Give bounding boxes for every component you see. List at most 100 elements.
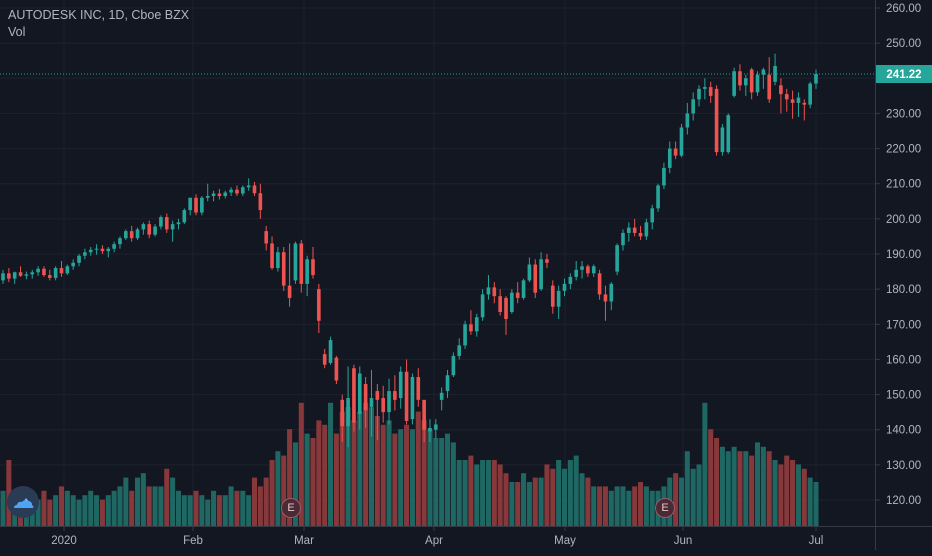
candle-body [685, 113, 690, 128]
volume-bar [696, 464, 702, 526]
candle-body [352, 368, 356, 423]
volume-label: Vol [8, 25, 26, 39]
candle-body [381, 398, 385, 413]
candle-body [129, 231, 134, 239]
volume-bar [714, 438, 720, 526]
volume-bar [333, 433, 339, 526]
volume-bar [135, 477, 141, 526]
volume-bar [433, 438, 439, 526]
candle-body [170, 224, 175, 230]
candle-body [135, 229, 140, 239]
volume-bar [456, 460, 462, 526]
volume-bar [310, 438, 316, 526]
candle-body [77, 255, 81, 263]
volume-bar [591, 486, 597, 526]
volume-bar [99, 499, 105, 526]
volume-bar [70, 495, 76, 526]
time-tick-label: May [554, 535, 576, 547]
volume-bar [725, 451, 731, 526]
candle-body [71, 262, 76, 267]
volume-bar [702, 402, 708, 526]
volume-bar [53, 495, 59, 526]
volume-bar [111, 490, 117, 526]
candle-body [755, 74, 760, 93]
candle-body [258, 193, 263, 211]
price-tick-label: 200.00 [886, 214, 921, 226]
candle-body [714, 88, 719, 153]
candle-body [164, 217, 169, 230]
volume-bar [211, 490, 217, 526]
candle-body [398, 371, 403, 399]
candle-body [287, 285, 292, 298]
volume-bar [638, 482, 644, 526]
candle-body [550, 285, 555, 307]
volume-bar [35, 499, 41, 526]
volume-bar [152, 486, 158, 526]
volume-bar [316, 420, 322, 526]
candle-body [510, 292, 514, 312]
volume-bar [363, 402, 369, 526]
volume-bar [380, 424, 386, 526]
candle-body [1, 273, 5, 281]
volume-bar [614, 486, 620, 526]
candle-body [53, 268, 58, 278]
candle-body [492, 287, 497, 297]
price-axis[interactable]: 260.00250.00240.00230.00220.00210.00200.… [875, 0, 932, 526]
candle-body [515, 292, 520, 298]
volume-bar [521, 473, 527, 526]
volume-bar [351, 420, 357, 526]
volume-bar [468, 455, 474, 526]
volume-bar [719, 446, 725, 526]
candle-body [293, 243, 298, 281]
time-axis[interactable]: 2020 Feb Mar Apr May Jun Jul [0, 526, 875, 550]
volume-bar [263, 477, 269, 526]
candle-body [118, 238, 122, 245]
price-axis-scale: 260.00250.00240.00230.00220.00210.00200.… [876, 3, 932, 507]
candle-body [311, 259, 315, 276]
candle-body [527, 264, 532, 281]
candle-body [100, 248, 105, 252]
candle-body [808, 83, 812, 105]
candle-body [726, 115, 731, 153]
candle-body [276, 252, 280, 269]
volume-bar [129, 490, 135, 526]
candle-body [673, 148, 678, 156]
volume-bar [298, 402, 304, 526]
volume-bar [626, 490, 632, 526]
candle-body [410, 377, 415, 420]
time-tick-label: Apr [425, 535, 443, 547]
candle-body [334, 357, 339, 381]
candle-body [480, 294, 485, 318]
candle-body [790, 99, 795, 103]
candle-body [188, 197, 192, 211]
volume-bar [240, 490, 246, 526]
candlestick-chart[interactable] [0, 0, 875, 526]
candle-body [463, 324, 467, 346]
candle-body [621, 232, 625, 246]
tradingview-logo[interactable] [7, 486, 39, 518]
volume-bar [105, 495, 111, 526]
volume-bar [737, 451, 743, 526]
volume-bar [175, 490, 181, 526]
earnings-marker-icon[interactable]: E [655, 498, 675, 518]
candle-body [12, 272, 17, 279]
candle-body [322, 354, 327, 365]
candle-body [252, 185, 257, 194]
candle-body [539, 259, 543, 290]
candle-body [30, 272, 35, 275]
candle-body [603, 294, 608, 302]
volume-bar [515, 482, 521, 526]
volume-bar [731, 446, 737, 526]
chart-pane[interactable]: AUTODESK INC, 1D, Cboe BZX Vol E E [0, 0, 875, 526]
earnings-marker-icon[interactable]: E [281, 498, 301, 518]
candle-body [615, 245, 619, 272]
candle-body [656, 185, 660, 209]
candle-body [270, 243, 274, 269]
volume-bar [158, 486, 164, 526]
candle-body [644, 222, 649, 237]
volume-bar [187, 495, 193, 526]
candle-body [217, 193, 222, 197]
volume-bar [550, 468, 556, 526]
volume-bar [790, 460, 796, 526]
volume-bar [257, 486, 263, 526]
